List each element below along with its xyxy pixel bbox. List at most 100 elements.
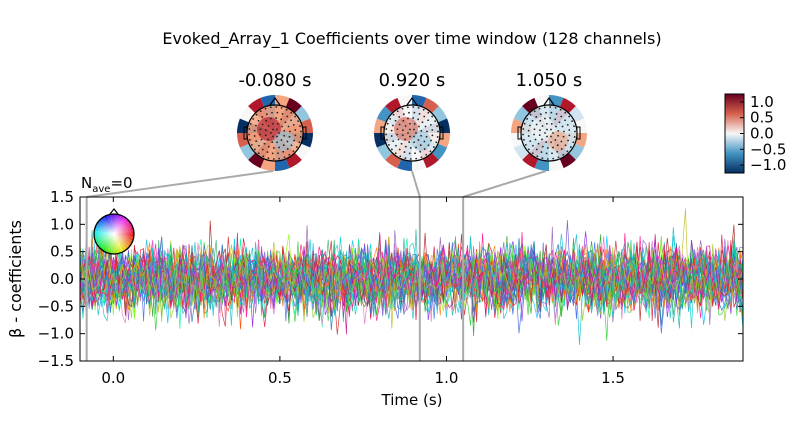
- sensor-dot: [551, 152, 553, 155]
- sensor-dot: [271, 111, 273, 114]
- sensor-dot: [281, 125, 283, 128]
- topomap-time-label: 0.920 s: [379, 70, 446, 91]
- sensor-dot: [544, 132, 546, 134]
- sensor-dot: [299, 136, 302, 138]
- sensor-dot: [541, 157, 544, 160]
- topomap-blob: [548, 131, 568, 151]
- sensor-dot: [267, 125, 270, 127]
- colorbar-tick-label: −0.5: [750, 140, 786, 158]
- sensor-dot: [276, 128, 278, 131]
- sensor-dot: [555, 113, 558, 115]
- sensor-dot: [264, 107, 267, 110]
- sensor-dot: [573, 136, 576, 138]
- sensor-dot: [276, 135, 278, 138]
- sensor-dot: [265, 119, 268, 122]
- sensor-dot: [252, 118, 255, 120]
- sensor-dot: [401, 107, 404, 110]
- right-ear: [302, 126, 307, 140]
- sensor-dot: [571, 120, 574, 122]
- sensor-dot: [417, 118, 420, 121]
- sensor-dot: [294, 129, 297, 131]
- y-tick-label: −1.5: [38, 352, 74, 370]
- sensor-dot: [277, 152, 279, 155]
- connector-line: [411, 170, 421, 198]
- sensor-dot: [554, 106, 557, 109]
- sensor-dot: [408, 152, 411, 155]
- sensor-dot: [531, 119, 534, 122]
- sensor-dot: [431, 134, 434, 137]
- sensor-dot: [557, 129, 560, 132]
- sensor-dot: [418, 113, 421, 115]
- sensor-dot: [541, 125, 544, 127]
- nose: [406, 96, 418, 106]
- sensor-dot: [526, 118, 529, 120]
- sensor-dot: [278, 157, 281, 160]
- sensor-dot: [403, 151, 406, 153]
- sensor-dot: [434, 120, 437, 122]
- sensor-dot: [408, 141, 411, 143]
- sensor-dot: [432, 146, 435, 148]
- sensor-dot: [386, 138, 388, 141]
- sensor-dot: [550, 111, 553, 114]
- y-axis-label: β - coefficients: [6, 220, 25, 338]
- sensor-dot: [270, 132, 272, 134]
- sensor-dot: [385, 128, 388, 130]
- sensor-dot: [392, 113, 395, 116]
- sensor-dot: [255, 113, 258, 116]
- sensor-dot: [524, 144, 527, 146]
- sensor-inset-nose: [109, 208, 119, 215]
- sensor-dot: [398, 148, 401, 151]
- sensor-dot: [267, 145, 270, 148]
- sensor-dot: [404, 157, 407, 160]
- sensor-dot: [409, 135, 411, 138]
- sensor-dot: [564, 119, 566, 122]
- x-tick-label: 1.0: [435, 369, 459, 387]
- sensor-dot: [282, 150, 285, 153]
- sensor-dot: [569, 146, 572, 148]
- sensor-dot: [275, 117, 278, 119]
- channel-traces: [80, 208, 743, 346]
- topomap: [373, 95, 450, 171]
- connector-line: [86, 170, 274, 198]
- sensor-dot: [567, 139, 569, 142]
- sensor-dot: [284, 121, 287, 124]
- sensor-inset-outline: [93, 213, 135, 255]
- y-tick-label: 0.0: [50, 270, 74, 288]
- left-ear: [517, 126, 522, 140]
- sensor-dot: [249, 122, 252, 125]
- sensor-dot: [390, 129, 393, 132]
- sensor-dot: [297, 120, 300, 122]
- sensor-dot: [265, 129, 267, 132]
- sensor-dot: [546, 135, 548, 138]
- sensor-dot: [402, 129, 404, 132]
- sensor-dot: [285, 108, 288, 111]
- sensor-dot: [272, 135, 274, 138]
- sensor-dot: [283, 129, 286, 132]
- sensor-dot: [534, 138, 537, 141]
- sensor-dot: [419, 144, 422, 147]
- sensor-dot: [261, 116, 264, 118]
- sensor-dot: [396, 128, 399, 131]
- sensor-dot: [259, 128, 262, 131]
- sensor-dot: [276, 123, 279, 125]
- sensor-dot: [255, 140, 258, 143]
- sensor-dot: [253, 135, 256, 137]
- sensor-dot: [529, 113, 532, 116]
- sensor-dot: [272, 158, 275, 160]
- sensor-dot: [566, 150, 569, 153]
- sensor-dot: [420, 129, 423, 132]
- sensor-dot: [560, 140, 563, 143]
- sensor-dot: [249, 138, 251, 141]
- sensor-dot: [536, 155, 539, 158]
- sensor-dot: [562, 153, 565, 156]
- sensor-dot: [431, 129, 434, 131]
- sensor-dot: [412, 106, 415, 108]
- sensor-dot: [549, 117, 552, 119]
- left-ear: [380, 126, 385, 140]
- sensor-dot: [248, 133, 250, 136]
- sensor-dot: [539, 129, 541, 132]
- topomap-connectors: [86, 170, 547, 198]
- channel-trace: [80, 208, 743, 329]
- sensor-dot: [537, 142, 540, 145]
